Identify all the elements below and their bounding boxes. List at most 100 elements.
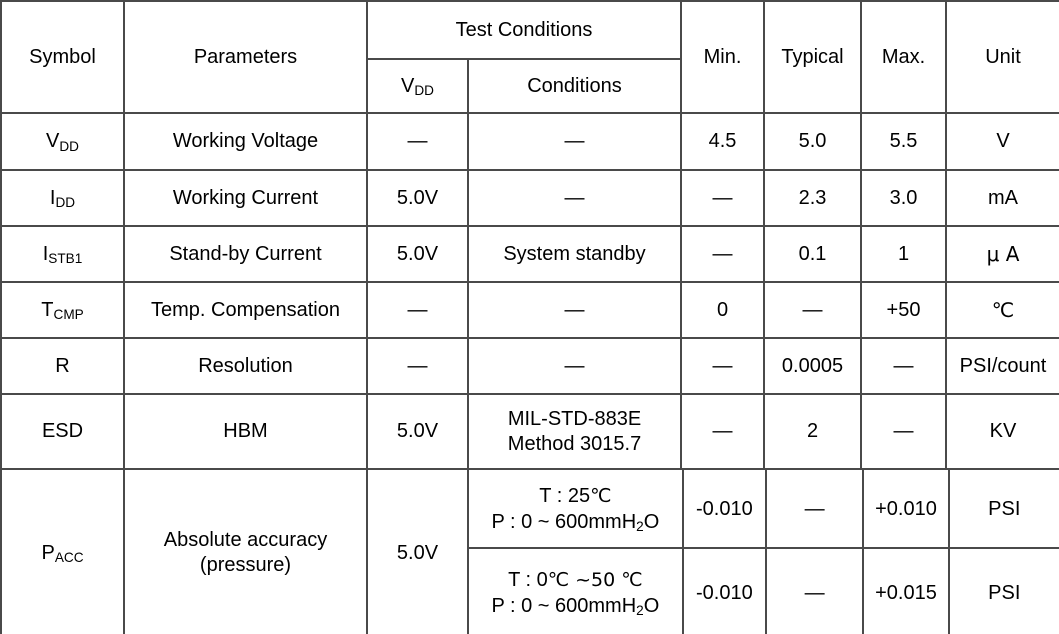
parameter-line-1: Absolute accuracy: [163, 529, 328, 551]
row-min: —: [680, 225, 765, 283]
header-cell-symbol: Symbol: [0, 0, 125, 114]
subrow-conditions: T : 25℃ P : 0 ~ 600mmH2O: [469, 470, 684, 549]
condition-temperature: T : 0℃ ~50 ℃: [473, 567, 678, 593]
symbol-base: P: [41, 541, 55, 564]
accuracy-subrows-container: T : 25℃ P : 0 ~ 600mmH2O -0.010 — +0.010…: [467, 468, 1059, 634]
row-conditions: System standby: [467, 225, 682, 283]
symbol-subscript: ACC: [54, 550, 84, 566]
header-vdd-base: V: [401, 74, 415, 97]
accuracy-subrow: T : 0℃ ~50 ℃ P : 0 ~ 600mmH2O -0.010 — +…: [469, 548, 1059, 634]
condition-pressure-subscript: 2: [636, 603, 644, 619]
header-cell-unit: Unit: [945, 0, 1059, 114]
degree-celsius-icon: ℃: [590, 484, 612, 507]
condition-pressure: P : 0 ~ 600mmH2O: [473, 593, 678, 619]
subrow-unit: PSI: [948, 470, 1059, 549]
condition-pressure-value: P : 0 ~ 600mmH: [491, 594, 637, 617]
condition-temperature-value: T : 25: [539, 484, 591, 507]
table-row: ESD HBM 5.0V MIL-STD-883E Method 3015.7 …: [0, 393, 1059, 470]
subrow-conditions: T : 0℃ ~50 ℃ P : 0 ~ 600mmH2O: [469, 548, 684, 634]
header-row-top: Symbol Parameters Test Conditions Min. T…: [0, 0, 1059, 114]
row-parameter: Stand-by Current: [123, 225, 368, 283]
condition-pressure-suffix: O: [643, 510, 660, 533]
header-cell-parameters: Parameters: [123, 0, 368, 114]
row-unit: μ A: [945, 225, 1059, 283]
table-row: VDD Working Voltage — — 4.5 5.0 5.5 V: [0, 112, 1059, 171]
row-typical: 2.3: [763, 169, 862, 227]
row-symbol: IDD: [0, 169, 125, 227]
row-min: 0: [680, 281, 765, 339]
condition-temperature-value: T : 0: [508, 568, 548, 591]
row-unit: ℃: [945, 281, 1059, 339]
row-symbol: ISTB1: [0, 225, 125, 283]
table-row-accuracy: PACC Absolute accuracy (pressure) 5.0V: [0, 468, 1059, 634]
row-max: 5.5: [860, 112, 947, 171]
symbol-base: T: [41, 298, 54, 321]
row-vdd: 5.0V: [366, 393, 469, 470]
row-symbol: PACC: [0, 468, 125, 634]
row-parameter: Working Current: [123, 169, 368, 227]
row-conditions: —: [467, 112, 682, 171]
row-unit: V: [945, 112, 1059, 171]
symbol-base: I: [49, 186, 56, 209]
condition-pressure-value: P : 0 ~ 600mmH: [491, 510, 637, 533]
row-symbol: R: [0, 337, 125, 395]
condition-pressure: P : 0 ~ 600mmH2O: [473, 509, 678, 535]
row-vdd: —: [366, 112, 469, 171]
row-vdd: —: [366, 281, 469, 339]
condition-pressure-subscript: 2: [636, 519, 644, 535]
conditions-line-2: Method 3015.7: [507, 432, 642, 455]
subrow-max: +0.015: [863, 548, 950, 634]
symbol-subscript: DD: [59, 138, 79, 154]
row-vdd: 5.0V: [366, 468, 469, 634]
row-unit: mA: [945, 169, 1059, 227]
row-unit: PSI/count: [945, 337, 1059, 395]
row-max: —: [860, 337, 947, 395]
row-conditions: —: [467, 337, 682, 395]
subrow-max: +0.010: [863, 470, 950, 549]
header-cell-conditions: Conditions: [467, 58, 682, 114]
symbol-base: ESD: [41, 420, 84, 442]
row-typical: 0.1: [763, 225, 862, 283]
row-parameter: Working Voltage: [123, 112, 368, 171]
row-parameter: Resolution: [123, 337, 368, 395]
row-parameter: Absolute accuracy (pressure): [123, 468, 368, 634]
table-row: ISTB1 Stand-by Current 5.0V System stand…: [0, 225, 1059, 283]
row-min: 4.5: [680, 112, 765, 171]
row-symbol: ESD: [0, 393, 125, 470]
header-cell-min: Min.: [680, 0, 765, 114]
header-row-sub: VDD Conditions: [1, 58, 1059, 114]
symbol-subscript: STB1: [48, 251, 83, 267]
header-cell-max: Max.: [860, 0, 947, 114]
accuracy-subrow: T : 25℃ P : 0 ~ 600mmH2O -0.010 — +0.010…: [469, 470, 1059, 549]
table-row: IDD Working Current 5.0V — — 2.3 3.0 mA: [0, 169, 1059, 227]
subrow-unit: PSI: [948, 548, 1059, 634]
row-vdd: 5.0V: [366, 225, 469, 283]
row-vdd: 5.0V: [366, 169, 469, 227]
row-symbol: TCMP: [0, 281, 125, 339]
parameter-line-2: (pressure): [199, 554, 292, 576]
condition-pressure-suffix: O: [643, 594, 660, 617]
row-conditions: MIL-STD-883E Method 3015.7: [467, 393, 682, 470]
row-typical: 2: [763, 393, 862, 470]
row-conditions: —: [467, 281, 682, 339]
row-typical: 5.0: [763, 112, 862, 171]
subrow-typical: —: [766, 548, 865, 634]
row-symbol: VDD: [0, 112, 125, 171]
row-unit: KV: [945, 393, 1059, 470]
row-typical: 0.0005: [763, 337, 862, 395]
subrow-typical: —: [766, 470, 865, 549]
row-min: —: [680, 169, 765, 227]
symbol-subscript: DD: [55, 195, 76, 211]
symbol-base: V: [46, 130, 60, 152]
row-max: +50: [860, 281, 947, 339]
symbol-base: I: [42, 242, 49, 265]
row-max: 1: [860, 225, 947, 283]
header-cell-typical: Typical: [763, 0, 862, 114]
accuracy-subrow-table: T : 25℃ P : 0 ~ 600mmH2O -0.010 — +0.010…: [469, 470, 1059, 634]
symbol-base: R: [55, 354, 70, 377]
subrow-min: -0.010: [682, 470, 768, 549]
header-vdd-subscript: DD: [414, 83, 434, 99]
table-row: R Resolution — — — 0.0005 — PSI/count: [0, 337, 1059, 395]
header-cell-test-conditions: Test Conditions: [366, 0, 682, 60]
